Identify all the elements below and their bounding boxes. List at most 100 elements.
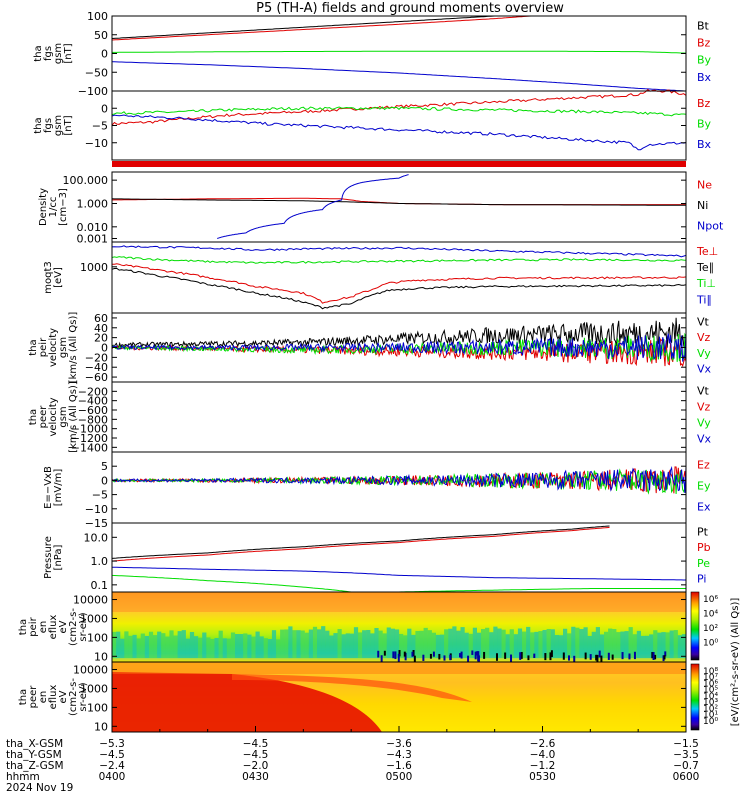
panel-efield: 50 −5−10−15 E=−VxB [mV/m] Ez Ey Ex — [43, 451, 711, 530]
legend-efield-2: Ex — [697, 500, 711, 513]
legend-temperature-3: Ti∥ — [696, 293, 712, 306]
xaxis-value: −3.5 — [673, 749, 699, 761]
series-pressure-3 — [112, 566, 686, 581]
xaxis-value: −4.5 — [243, 749, 269, 761]
legend-fgs_gsm_zoom-0: Bz — [697, 97, 711, 110]
colorbar-tick: 10⁶ — [703, 595, 718, 605]
ytick-label: −5 — [92, 489, 108, 502]
ytick-label: 50 — [94, 29, 108, 42]
series-temperature-2 — [112, 256, 686, 264]
ytick-label: −40 — [85, 361, 108, 374]
legend-fgs_gsm_full-2: By — [697, 54, 712, 67]
xaxis-value: 0530 — [529, 771, 556, 783]
xaxis-value: −4.5 — [243, 738, 269, 750]
colorbar-tick: 10⁷ — [703, 673, 718, 683]
ylabel-line: velocity — [48, 397, 59, 436]
ytick-label: 0.010 — [77, 221, 109, 234]
ytick-label: 10000 — [73, 664, 108, 677]
ytick-label: 1000 — [80, 682, 108, 695]
legend-efield-1: Ey — [697, 480, 711, 493]
ylabel-line: Pressure — [43, 536, 54, 579]
ytick-label: 1000 — [80, 261, 108, 274]
ytick-label: 5 — [101, 460, 108, 473]
ytick-label: −800 — [78, 413, 108, 426]
legend-peir_velocity-2: Vy — [697, 347, 711, 360]
colorbar-tick: 10⁶ — [703, 679, 718, 689]
xaxis-value: −1.2 — [530, 760, 556, 772]
ylabel-line: gsm — [58, 406, 69, 427]
xaxis-value: −4.5 — [99, 749, 125, 761]
xaxis-value: −1.5 — [673, 738, 699, 750]
ytick-label: 0 — [101, 342, 108, 355]
legend-peer_velocity-1: Vz — [697, 401, 711, 414]
series-temperature-0 — [112, 263, 686, 304]
ylabel-line: [mV/m] — [53, 469, 64, 507]
ytick-label: 100 — [87, 631, 108, 644]
legend-pressure-2: Pe — [697, 557, 710, 570]
quality-flag-bar — [112, 161, 686, 167]
ylabel-line: gsm — [53, 115, 64, 136]
panel-fgs_gsm_zoom: 0 −5 −10 tha fgs gsm [nT] Bz By Bx — [33, 88, 712, 161]
legend-fgs_gsm_zoom-1: By — [697, 118, 712, 131]
plot-title: P5 (TH-A) fields and ground moments over… — [256, 1, 564, 16]
legend-pressure-3: Pi — [697, 573, 706, 586]
xaxis-value: −2.6 — [530, 738, 556, 750]
colorbar-tick: 10⁰ — [703, 717, 718, 727]
colorbar-tick: 10⁴ — [703, 610, 718, 620]
series-peir_velocity-1 — [112, 338, 686, 368]
colorbar-tick: 10⁴ — [703, 692, 718, 702]
xaxis-value: −4.3 — [386, 749, 412, 761]
ylabel-line: [nT] — [63, 43, 74, 63]
ytick-label: 1000 — [80, 612, 108, 625]
ylabel-line: [nT] — [63, 115, 74, 135]
ytick-label: 100 — [87, 701, 108, 714]
ytick-label: 100 — [87, 10, 108, 23]
xaxis-row-label: tha_Y-GSM — [6, 749, 62, 761]
ylabel-line: peir — [28, 616, 39, 636]
ylabel-line: Density — [38, 188, 49, 226]
ytick-label: 40 — [94, 322, 108, 335]
ylabel-line: tha — [28, 339, 39, 355]
legend-temperature-1: Te∥ — [696, 261, 714, 274]
series-density-1 — [112, 198, 686, 206]
ytick-label: −20 — [85, 351, 108, 364]
xaxis-value: 0400 — [99, 771, 126, 783]
series-fgs_gsm_full-2 — [112, 50, 686, 54]
ytick-label: 0 — [101, 474, 108, 487]
legend-density-2: Npot — [697, 220, 724, 233]
ylabel-line: eV — [58, 620, 69, 633]
xaxis-value: 0430 — [242, 771, 269, 783]
ytick-label: 100.000 — [63, 174, 109, 187]
xaxis-value: −2.4 — [99, 760, 125, 772]
panel-temperature: 1000 moqt3 [eV] Te⊥ Te∥ Ti⊥ Ti∥ — [43, 241, 718, 314]
ylabel-line: eflux — [48, 615, 59, 640]
ytick-label: −15 — [85, 517, 108, 530]
legend-temperature-0: Te⊥ — [696, 245, 718, 258]
panel-pressure: 10.0 1.0 0.1 Pressure [nPa] Pt Pb Pe Pi — [43, 522, 711, 593]
ytick-label: −5 — [92, 120, 108, 133]
legend-fgs_gsm_full-1: Bz — [697, 37, 711, 50]
ylabel-line: tha — [33, 45, 44, 61]
ytick-label: −50 — [85, 66, 108, 79]
ytick-label: −1200 — [71, 432, 108, 445]
xaxis-value: −4.0 — [530, 749, 556, 761]
ytick-label: 60 — [94, 312, 108, 325]
ylabel-line: peer — [28, 685, 39, 709]
legend-peer_velocity-3: Vx — [697, 432, 712, 445]
legend-fgs_gsm_zoom-2: Bx — [697, 138, 712, 151]
xaxis-value: 0500 — [386, 771, 413, 783]
ylabel-line: sr-eV) — [78, 612, 89, 641]
ylabel-line: en — [38, 621, 49, 634]
ylabel-line: moqt3 — [43, 261, 54, 294]
ylabel-line: [nPa] — [53, 544, 64, 570]
ytick-label: −1400 — [71, 441, 108, 454]
colorbar: 10⁶10⁴10²10⁰10⁸10⁷10⁶10⁵10⁴10³10²10¹10⁰[… — [690, 591, 741, 731]
ylabel-line: gsm — [53, 43, 64, 64]
xaxis-row-label: tha_X-GSM — [6, 738, 63, 750]
ylabel-line: sr-eV) — [78, 682, 89, 711]
ylabel-line: tha — [18, 689, 29, 705]
panel-peer_velocity: −200−400−600−800−1000−1200−1400 tha peer ve… — [28, 381, 712, 454]
legend-efield-0: Ez — [697, 459, 710, 472]
ytick-label: 0.001 — [77, 232, 109, 245]
